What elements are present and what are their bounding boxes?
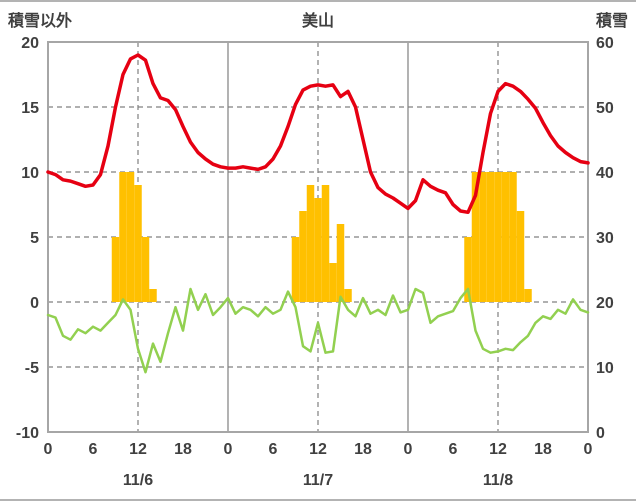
green-line-series: [46, 287, 590, 374]
right-axis-tick: 0: [596, 425, 605, 442]
chart-title: 美山: [301, 13, 334, 30]
right-axis-title: 積雪: [595, 13, 628, 30]
right-axis-tick: 50: [596, 100, 614, 117]
left-axis-title: 積雪以外: [8, 13, 73, 30]
x-axis-tick: 12: [489, 441, 507, 458]
date-label: 11/6: [123, 472, 153, 489]
x-axis-tick: 6: [449, 441, 458, 458]
right-axis-tick: 20: [596, 295, 614, 312]
right-axis-tick: 40: [596, 165, 614, 182]
right-axis-tick: 30: [596, 230, 614, 247]
plot-border: [47, 41, 589, 433]
left-axis-tick: 0: [30, 295, 39, 312]
left-axis-tick: 5: [30, 230, 39, 247]
left-axis-tick: 10: [21, 165, 39, 182]
right-axis-tick: 60: [596, 35, 614, 52]
left-axis-tick: -5: [25, 360, 39, 377]
left-axis-tick: -10: [16, 425, 39, 442]
red-line-series: [46, 53, 590, 215]
x-axis-tick: 0: [584, 441, 593, 458]
x-axis-tick: 0: [224, 441, 233, 458]
left-axis-tick: 20: [21, 35, 39, 52]
left-axis-tick: 15: [21, 100, 39, 117]
x-axis-tick: 18: [534, 441, 552, 458]
date-label: 11/7: [303, 472, 333, 489]
x-axis-tick: 6: [269, 441, 278, 458]
x-axis-tick: 18: [174, 441, 192, 458]
orange-bars-series: [111, 172, 532, 302]
x-axis-tick: 6: [89, 441, 98, 458]
date-label: 11/8: [483, 472, 513, 489]
x-axis-tick: 12: [129, 441, 147, 458]
x-axis-tick: 0: [404, 441, 413, 458]
x-axis-tick: 0: [44, 441, 53, 458]
right-axis-tick: 10: [596, 360, 614, 377]
x-axis-tick: 12: [309, 441, 327, 458]
x-axis-tick: 18: [354, 441, 372, 458]
